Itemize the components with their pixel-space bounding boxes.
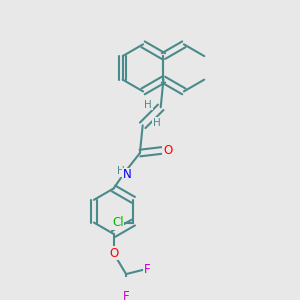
Text: H: H bbox=[144, 100, 152, 110]
Text: N: N bbox=[123, 168, 132, 181]
Text: Cl: Cl bbox=[112, 216, 124, 229]
Text: F: F bbox=[143, 263, 150, 276]
Text: H: H bbox=[153, 118, 160, 128]
Text: O: O bbox=[163, 144, 172, 157]
Text: F: F bbox=[123, 290, 129, 300]
Text: H: H bbox=[118, 166, 125, 176]
Text: O: O bbox=[109, 247, 118, 260]
